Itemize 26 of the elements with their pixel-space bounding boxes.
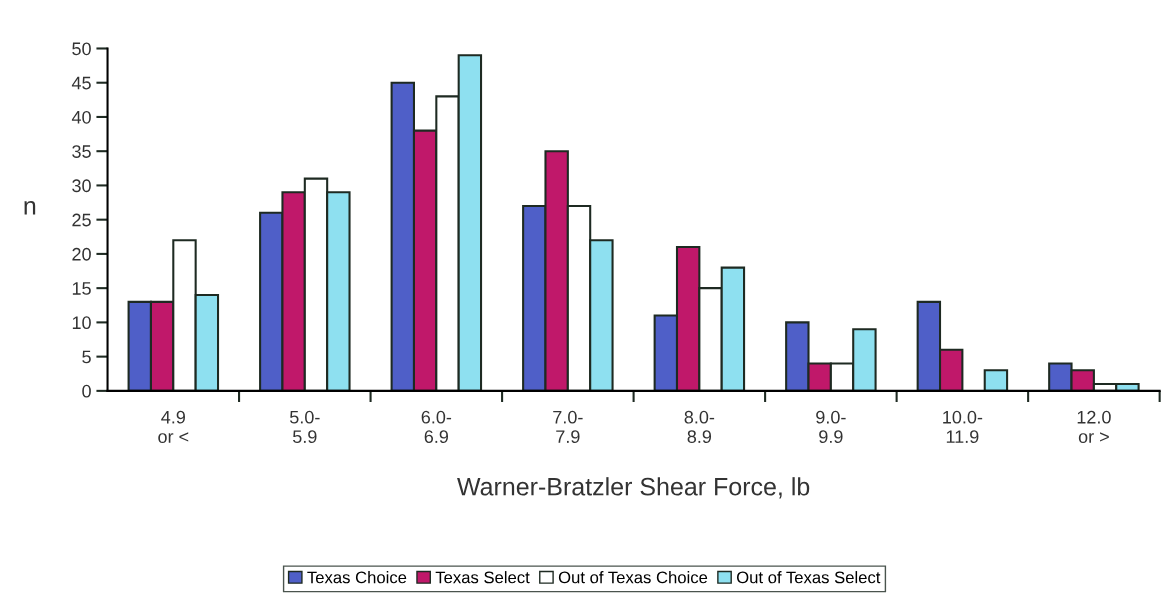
- y-tick-label: 40: [71, 110, 91, 124]
- y-tick-label: 20: [72, 247, 91, 261]
- bar: [983, 369, 1009, 391]
- x-tick-label: 10.0- 11.9: [943, 410, 983, 444]
- x-tick-label: 9.0- 9.9: [816, 410, 846, 444]
- y-tick-label: 25: [72, 213, 91, 227]
- x-tick-label: 7.0- 7.9: [553, 410, 583, 444]
- legend-label: Out of Texas Select: [736, 571, 881, 584]
- y-tick-label: 30: [72, 179, 91, 193]
- y-tick-label: 50: [72, 42, 91, 56]
- x-axis-title: Warner-Bratzler Shear Force, lb: [457, 477, 810, 499]
- y-tick-label: 5: [82, 350, 91, 364]
- x-tick-label: 8.0- 8.9: [684, 410, 715, 444]
- legend-label: Out of Texas Choice: [558, 571, 708, 584]
- x-tick-label: 6.0- 6.9: [421, 410, 452, 444]
- y-axis-title: n: [24, 201, 36, 215]
- legend-label: Texas Choice: [307, 571, 407, 584]
- legend-label: Texas Select: [435, 571, 530, 584]
- x-tick-label: 4.9 or <: [158, 410, 189, 444]
- y-tick-label: 35: [72, 145, 91, 158]
- y-tick-label: 10: [72, 316, 91, 330]
- x-tick-label: 12.0 or >: [1077, 410, 1111, 444]
- y-tick-label: 15: [72, 282, 91, 295]
- y-tick-label: 45: [71, 76, 91, 90]
- y-tick-label: 0: [82, 384, 91, 398]
- x-tick-label: 5.0- 5.9: [289, 410, 320, 444]
